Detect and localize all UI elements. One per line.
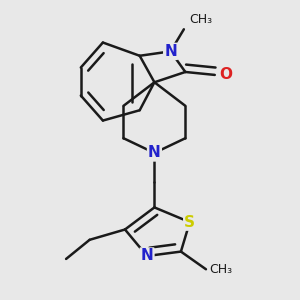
Text: N: N (141, 248, 153, 263)
Text: N: N (164, 44, 177, 59)
Text: CH₃: CH₃ (190, 13, 213, 26)
Text: O: O (219, 68, 232, 82)
Text: N: N (148, 146, 161, 160)
Text: CH₃: CH₃ (209, 263, 232, 276)
Text: S: S (184, 214, 195, 230)
